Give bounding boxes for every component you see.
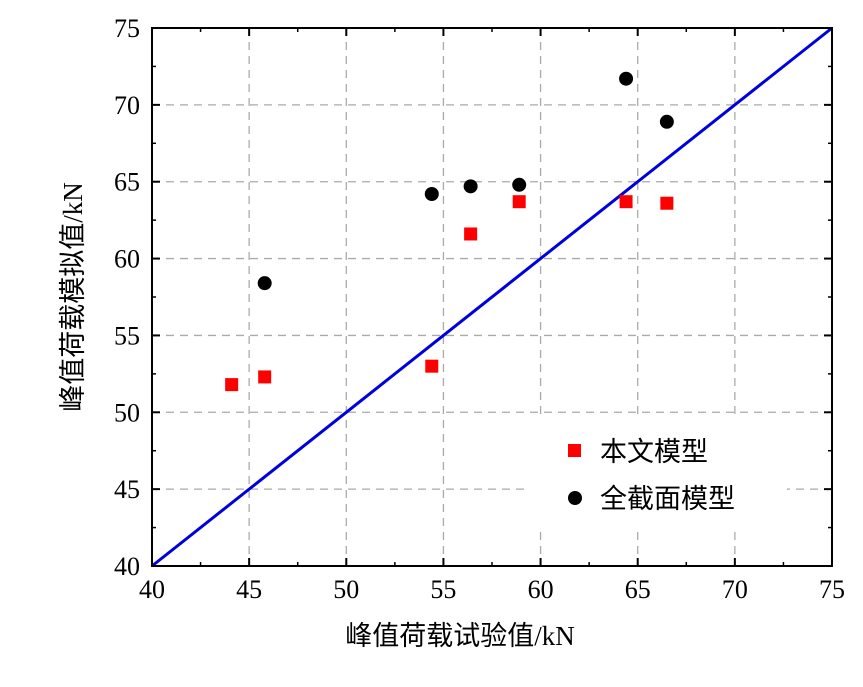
x-tick-label: 40 — [139, 575, 165, 604]
axis-ticks — [151, 27, 833, 567]
legend-marker-circle — [568, 491, 582, 505]
y-axis-label: 峰值荷载模拟值/kN — [58, 182, 88, 412]
reference-line-y-equals-x — [151, 26, 833, 568]
x-tick-label: 45 — [236, 575, 262, 604]
x-tick-label: 50 — [333, 575, 359, 604]
legend-label-1: 本文模型 — [600, 437, 708, 467]
y-tick-labels: 40 45 50 55 60 65 70 75 — [114, 14, 140, 581]
data-point-circle-series-1 — [619, 71, 634, 86]
data-point-square-series-0 — [512, 195, 526, 209]
y-tick-label: 75 — [114, 14, 140, 43]
y-tick-label: 55 — [114, 321, 140, 350]
x-tick-label: 65 — [625, 575, 651, 604]
x-tick-label: 55 — [430, 575, 456, 604]
x-tick-label: 75 — [819, 575, 845, 604]
y-tick-label: 50 — [114, 398, 140, 427]
data-point-circle-series-1 — [659, 114, 674, 129]
grid-lines — [152, 28, 832, 566]
y-tick-label: 40 — [114, 552, 140, 581]
legend: 本文模型 全截面模型 — [568, 437, 735, 514]
legend-marker-square — [568, 444, 581, 457]
x-axis-label: 峰值荷载试验值/kN — [345, 621, 575, 651]
y-tick-label: 60 — [114, 245, 140, 274]
data-point-square-series-0 — [619, 195, 633, 209]
x-tick-label: 70 — [722, 575, 748, 604]
y-tick-label: 45 — [114, 475, 140, 504]
data-point-circle-series-1 — [424, 187, 439, 202]
y-tick-label: 70 — [114, 91, 140, 120]
x-tick-label: 60 — [528, 575, 554, 604]
data-point-circle-series-1 — [257, 276, 272, 291]
data-point-circle-series-1 — [463, 179, 478, 194]
data-point-square-series-0 — [258, 370, 272, 384]
data-point-circle-series-1 — [512, 177, 527, 192]
x-tick-labels: 40 45 50 55 60 65 70 75 — [139, 575, 845, 604]
data-point-square-series-0 — [464, 227, 478, 241]
data-point-square-series-0 — [660, 196, 674, 210]
data-point-square-series-0 — [425, 359, 439, 373]
data-points — [225, 71, 674, 392]
data-point-square-series-0 — [225, 378, 239, 392]
legend-label-2: 全截面模型 — [600, 484, 735, 514]
legend-background — [527, 420, 787, 530]
y-tick-label: 65 — [114, 168, 140, 197]
